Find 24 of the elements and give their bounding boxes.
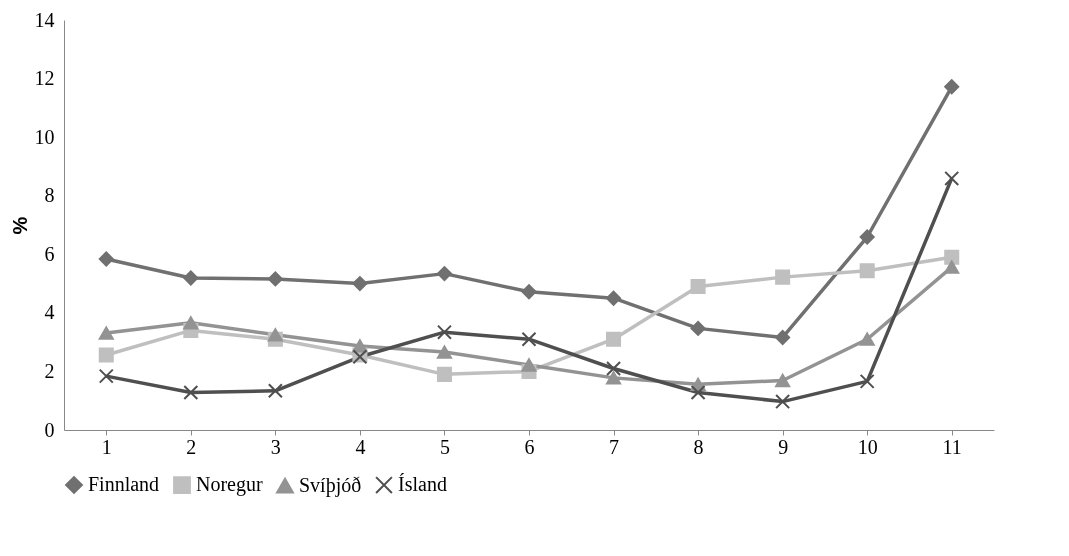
x-tick-label: 1 <box>101 435 112 458</box>
x-tick-label: 5 <box>439 435 450 458</box>
legend-label: Noregur <box>196 473 263 497</box>
legend-label: Ísland <box>398 473 447 496</box>
legend-label: Svíþjóð <box>299 473 362 497</box>
y-tick-label: 0 <box>44 418 55 441</box>
y-tick-label: 4 <box>44 301 55 324</box>
y-tick-label: 10 <box>34 125 55 148</box>
x-tick-label: 4 <box>355 435 366 458</box>
x-tick-label: 8 <box>693 435 704 458</box>
y-tick-label: 2 <box>44 359 55 382</box>
x-tick-label: 6 <box>524 435 535 458</box>
x-tick-label: 3 <box>270 435 281 458</box>
y-tick-label: 14 <box>34 8 55 31</box>
y-tick-label: 8 <box>44 184 55 207</box>
x-tick-label: 2 <box>186 435 197 458</box>
x-tick-label: 11 <box>942 435 962 458</box>
y-tick-label: 6 <box>44 242 55 265</box>
legend-label: Finnland <box>88 473 160 496</box>
x-tick-label: 9 <box>778 435 789 458</box>
x-tick-label: 7 <box>609 435 620 458</box>
y-tick-label: 12 <box>34 67 55 90</box>
x-tick-label: 10 <box>857 435 878 458</box>
y-axis-title: % <box>8 216 31 235</box>
